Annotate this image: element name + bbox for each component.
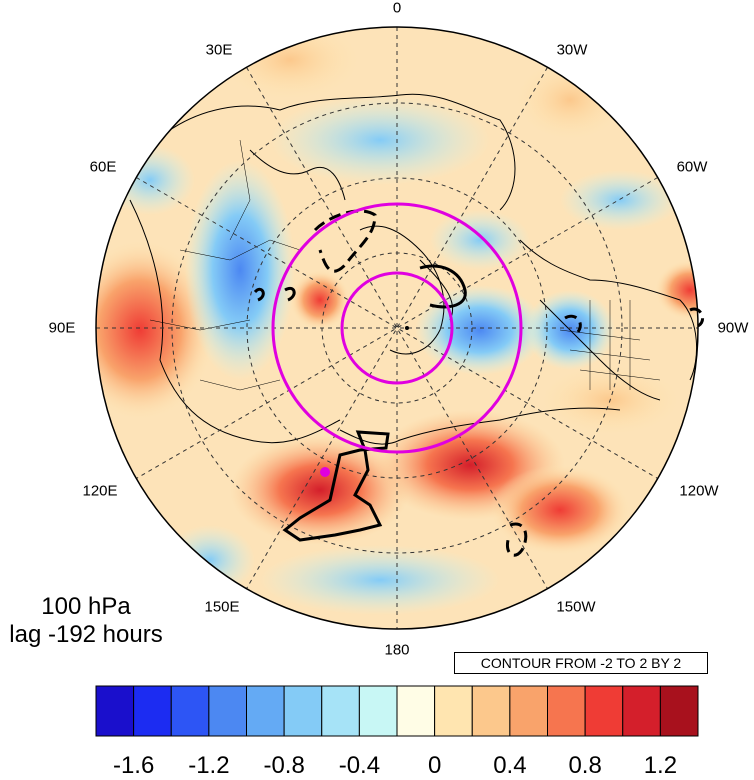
colorbar-tick-label: -0.8	[263, 752, 305, 779]
lon-label-120w: 120W	[679, 482, 719, 500]
colorbar-swatch	[358, 685, 398, 737]
colorbar-swatch	[208, 685, 247, 737]
lon-label-60e: 60E	[89, 158, 117, 176]
colorbar-tick-label: -1.6	[112, 752, 155, 779]
colorbar-tick-label: 0	[427, 752, 442, 779]
coastlines	[129, 93, 698, 445]
colorbar-swatch	[584, 685, 624, 737]
colorbar-swatch	[471, 685, 511, 737]
colorbar-tick-label: -1.2	[188, 752, 230, 779]
colorbar-swatch	[321, 685, 360, 737]
outer-magenta-circle	[271, 202, 523, 454]
cold-anomaly-eurasia	[185, 160, 295, 380]
lon-label-180: 180	[384, 641, 410, 659]
colorbar-swatch	[659, 685, 699, 737]
colorbar-swatch	[246, 685, 285, 737]
contour-info-box: CONTOUR FROM -2 TO 2 BY 2	[454, 652, 708, 674]
lag-label: lag -192 hours	[9, 621, 163, 648]
lon-label-90e: 90E	[48, 319, 76, 337]
colorbar-swatch	[95, 685, 135, 737]
lon-label-150e: 150E	[204, 598, 240, 616]
lon-label-150w: 150W	[556, 598, 596, 616]
colorbar-swatch	[133, 685, 172, 737]
colorbar-swatch	[283, 685, 323, 737]
inner-magenta-circle	[340, 271, 454, 385]
colorbar	[95, 685, 699, 737]
colorbar-tick-label: -0.4	[338, 752, 381, 779]
colorbar-swatch	[170, 685, 210, 737]
lon-label-120e: 120E	[82, 482, 118, 500]
country-borders	[149, 139, 661, 391]
anomaly-field	[96, 27, 698, 629]
warm-anomaly-90e	[96, 240, 215, 420]
lon-label-0: 0	[392, 0, 402, 17]
colorbar-tick-label: 0.4	[493, 752, 527, 779]
graticule	[96, 27, 698, 629]
lon-label-30w: 30W	[556, 41, 588, 59]
colorbar-swatch	[622, 685, 661, 737]
magenta-rings	[271, 202, 523, 454]
colorbar-swatch	[434, 685, 473, 737]
colorbar-swatch	[509, 685, 548, 737]
colorbar-tick-label: 1.2	[643, 752, 678, 779]
lon-label-60w: 60W	[676, 158, 708, 176]
map-border	[95, 26, 699, 630]
colorbar-swatch	[547, 685, 586, 737]
lon-label-30e: 30E	[205, 41, 233, 59]
colorbar-swatch	[396, 685, 436, 737]
lon-label-90w: 90W	[717, 319, 749, 337]
pressure-level-label: 100 hPa	[41, 593, 131, 620]
magenta-marker-dot	[320, 467, 330, 477]
colorbar-tick-label: 0.8	[568, 752, 602, 779]
